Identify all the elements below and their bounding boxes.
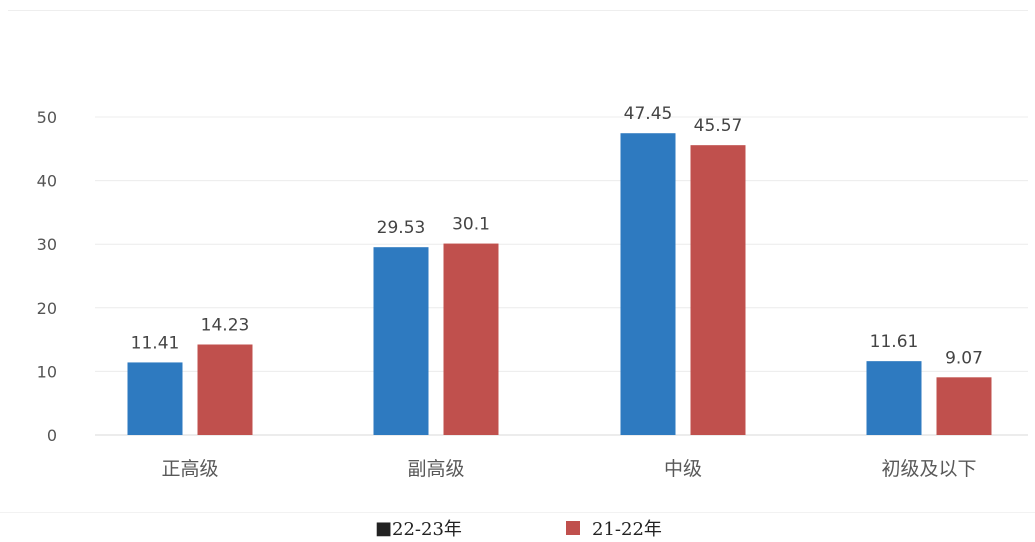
bar	[620, 133, 676, 435]
bar	[127, 362, 183, 435]
data-label: 11.41	[131, 333, 180, 353]
x-tick-label: 正高级	[161, 458, 218, 480]
data-label: 30.1	[452, 215, 490, 235]
chart-frame-top	[8, 10, 1028, 11]
plot-area: 0 10 20 30 40 50 11.41 29.53 47.45 11.61 14.23 30.1…	[37, 104, 1028, 480]
y-tick-label: 50	[37, 108, 57, 127]
legend-item-21-22: 21-22年	[566, 516, 662, 540]
legend-label-21-22: 21-22年	[592, 519, 662, 540]
data-label: 9.07	[945, 348, 983, 368]
y-tick-label: 40	[37, 172, 57, 191]
bar	[197, 344, 253, 435]
y-tick-label: 0	[47, 426, 57, 445]
data-label: 11.61	[870, 332, 919, 352]
legend-marker-22-23: ■	[375, 517, 393, 539]
bar	[443, 243, 499, 435]
bar	[690, 145, 746, 435]
legend-label-22-23: 22-23年	[392, 519, 462, 540]
x-tick-label: 初级及以下	[881, 458, 976, 480]
data-label: 45.57	[694, 116, 743, 136]
chart-frame-bottom	[0, 512, 1035, 513]
y-tick-label: 30	[37, 235, 57, 254]
y-tick-label: 10	[37, 362, 57, 381]
legend: ■ 22-23年 21-22年	[0, 516, 1035, 541]
data-label: 47.45	[624, 104, 673, 124]
bar	[373, 247, 429, 435]
data-label: 14.23	[201, 315, 250, 335]
data-label: 29.53	[377, 218, 426, 238]
x-tick-label: 中级	[664, 458, 702, 480]
y-tick-label: 20	[37, 299, 57, 318]
bar	[936, 377, 992, 435]
legend-swatch-21-22	[566, 521, 580, 535]
x-tick-label: 副高级	[407, 458, 464, 480]
bar	[866, 361, 922, 435]
legend-item-22-23: ■ 22-23年	[375, 516, 462, 541]
